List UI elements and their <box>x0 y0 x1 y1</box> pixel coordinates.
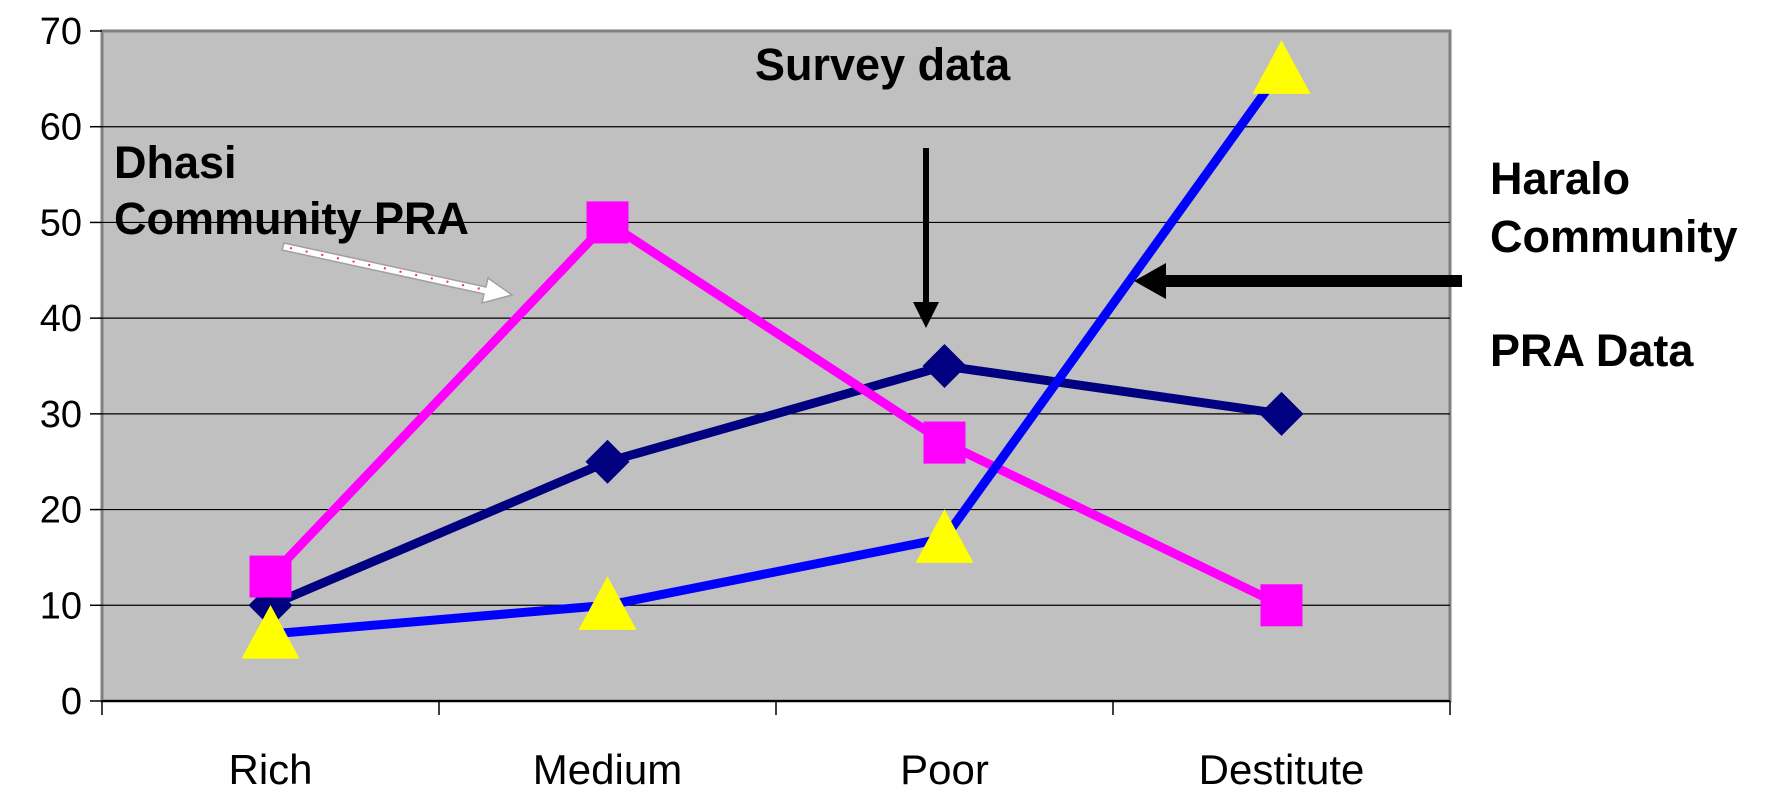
x-category-label: Medium <box>533 746 682 789</box>
y-tick-label: 10 <box>40 585 82 627</box>
series-line-1 <box>268 361 1283 610</box>
dhasi-arrow <box>281 242 514 305</box>
triangle-marker <box>241 605 300 659</box>
triangle-marker <box>578 576 637 630</box>
x-category-label: Destitute <box>1199 746 1365 789</box>
y-tick-label: 70 <box>40 11 82 53</box>
square-marker <box>1260 584 1303 627</box>
plot-area <box>100 29 1452 703</box>
x-axis: Rich Medium Poor Destitute <box>101 700 1451 789</box>
y-tick-label: 60 <box>40 107 82 149</box>
triangle-marker <box>1252 40 1311 94</box>
annotation-haralo-line2: Community <box>1490 211 1738 262</box>
series-lines <box>267 66 1286 639</box>
annotation-haralo-line1: Haralo <box>1490 153 1630 204</box>
x-category-label: Rich <box>228 746 312 789</box>
diamond-marker <box>585 439 630 484</box>
y-tick-label: 50 <box>40 202 82 244</box>
diamond-marker <box>922 344 967 388</box>
annotation-dhasi-line2: Community PRA <box>114 193 469 244</box>
y-tick-label: 40 <box>40 298 82 340</box>
diamond-marker <box>1259 391 1304 436</box>
y-tick-label: 30 <box>40 394 82 436</box>
annotation-haralo-line3: PRA Data <box>1490 325 1694 376</box>
square-marker <box>923 421 966 464</box>
series-line-2 <box>267 216 1284 610</box>
annotation-dhasi-line1: Dhasi <box>114 137 237 188</box>
series-line-3 <box>270 66 1286 639</box>
y-axis-tick-labels: 0 10 20 30 40 50 60 70 <box>40 11 102 723</box>
annotation-survey-data: Survey data <box>755 39 1011 90</box>
y-tick-label: 0 <box>61 681 82 723</box>
x-category-label: Poor <box>900 746 989 789</box>
square-marker <box>586 201 629 244</box>
survey-arrow <box>913 148 939 328</box>
square-marker <box>249 555 292 598</box>
series-markers <box>241 40 1311 659</box>
triangle-marker <box>915 509 974 563</box>
y-tick-label: 20 <box>40 490 82 532</box>
haralo-arrow <box>1134 263 1462 299</box>
